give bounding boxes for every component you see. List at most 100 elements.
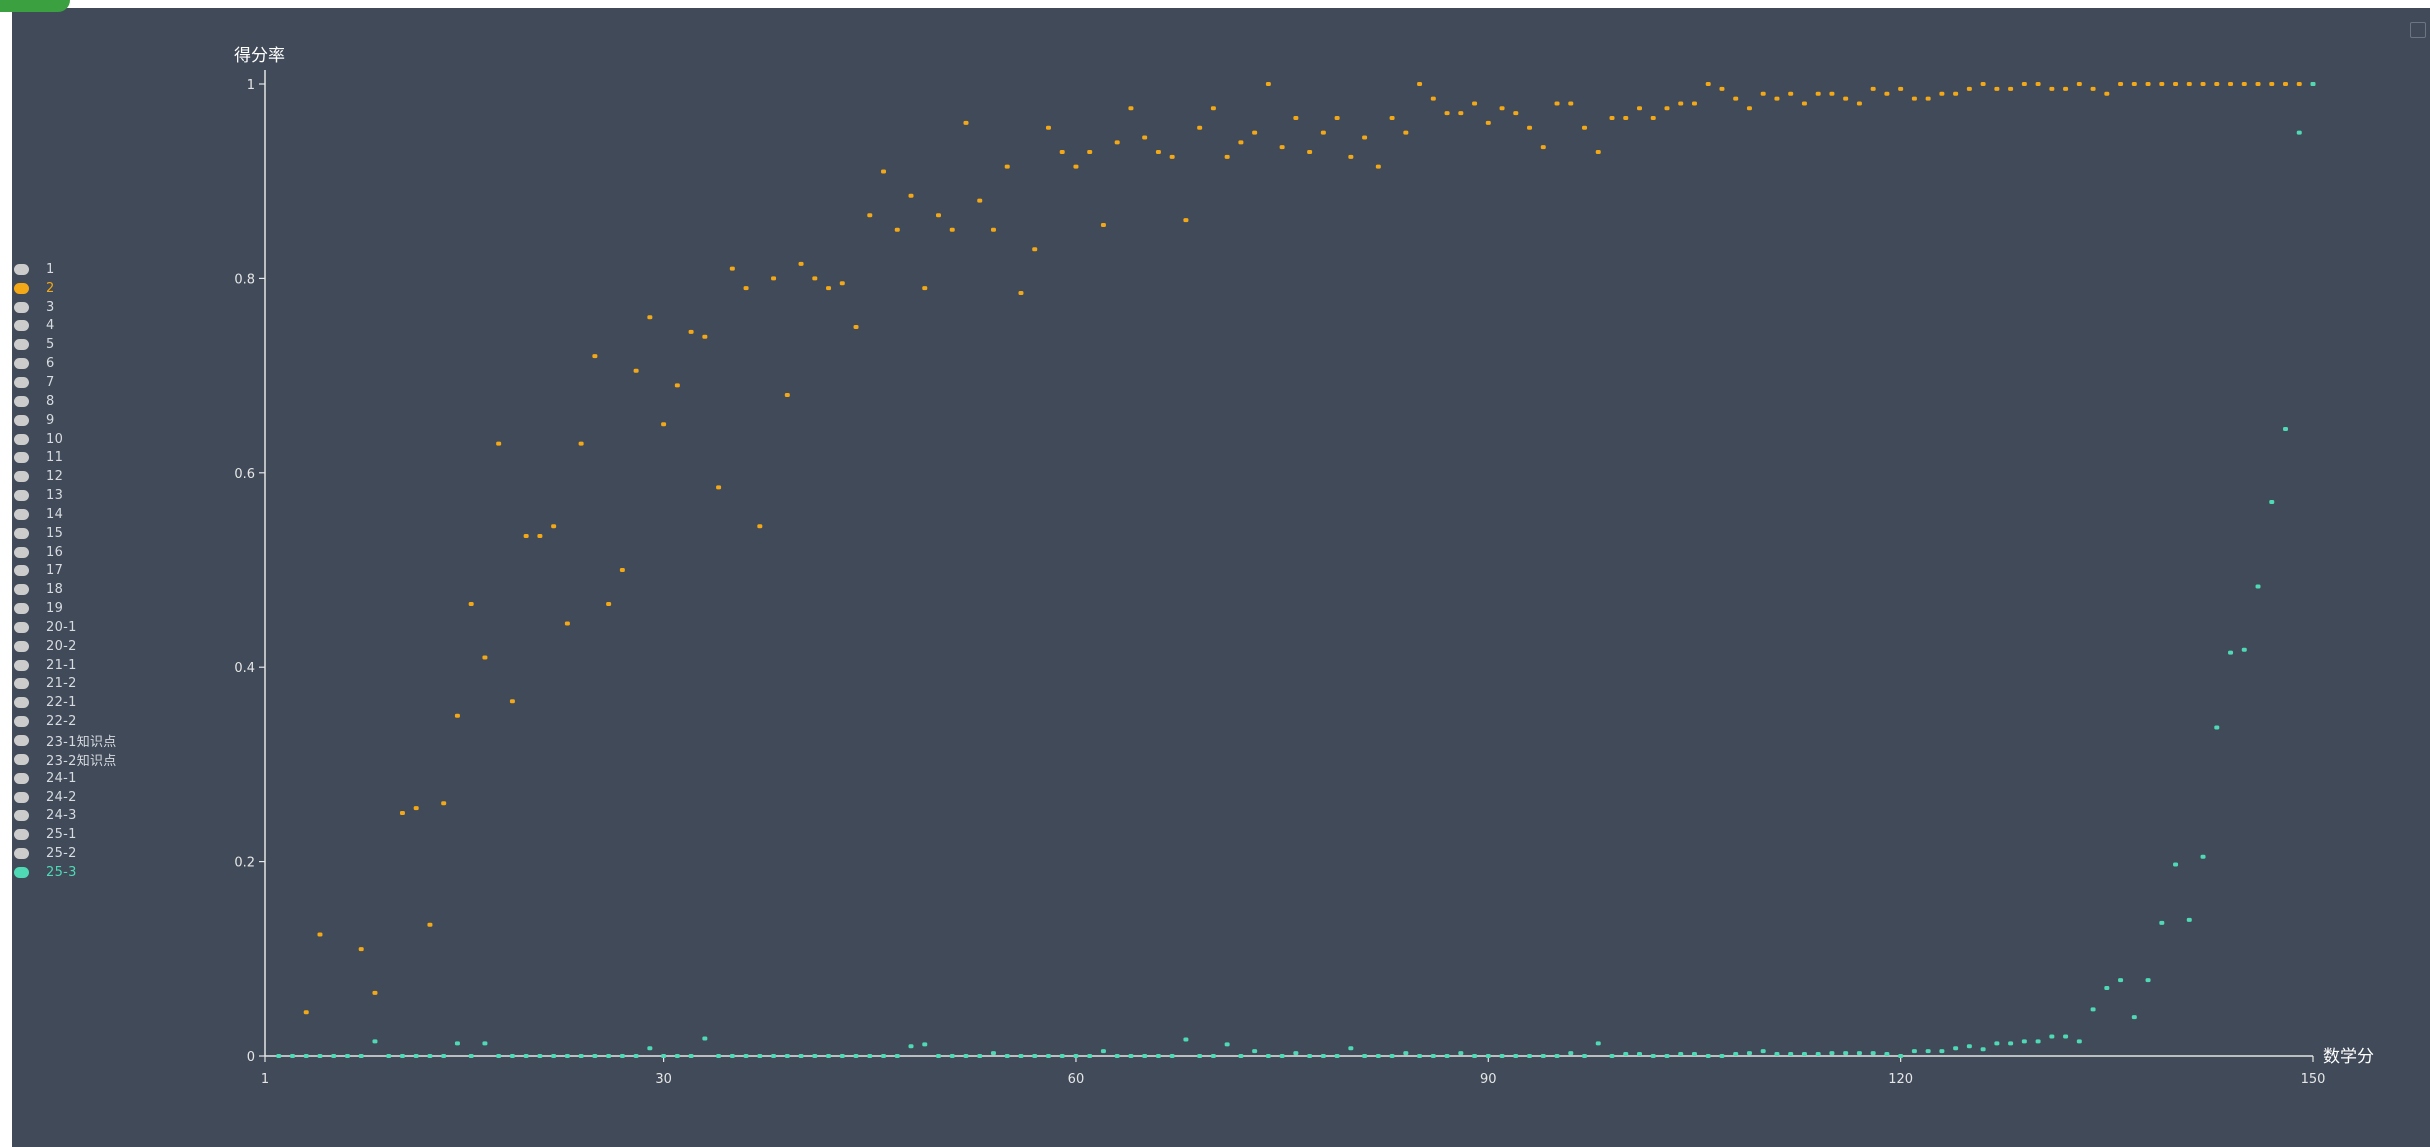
data-point[interactable] — [633, 368, 639, 373]
legend-item[interactable]: 25-3 — [14, 863, 174, 882]
data-point[interactable] — [1733, 96, 1739, 101]
data-point[interactable] — [2296, 82, 2302, 86]
data-point[interactable] — [743, 286, 749, 291]
data-point[interactable] — [1595, 150, 1601, 155]
data-point[interactable] — [1843, 1051, 1849, 1056]
data-point[interactable] — [1733, 1052, 1739, 1057]
data-point[interactable] — [2173, 862, 2179, 867]
legend-item[interactable]: 16 — [14, 543, 174, 562]
data-point[interactable] — [1293, 1051, 1299, 1056]
data-point[interactable] — [468, 602, 474, 607]
data-point[interactable] — [606, 1054, 612, 1058]
data-point[interactable] — [688, 329, 694, 334]
data-point[interactable] — [1815, 91, 1821, 96]
data-point[interactable] — [1389, 116, 1395, 121]
data-point[interactable] — [482, 1041, 488, 1046]
data-point[interactable] — [1856, 101, 1862, 106]
data-point[interactable] — [757, 1054, 763, 1058]
data-point[interactable] — [2214, 725, 2220, 730]
data-point[interactable] — [1320, 130, 1326, 135]
data-point[interactable] — [1499, 1054, 1505, 1058]
data-point[interactable] — [1087, 1054, 1093, 1058]
data-point[interactable] — [1582, 125, 1588, 130]
data-point[interactable] — [1348, 1046, 1354, 1051]
data-point[interactable] — [812, 276, 818, 281]
data-point[interactable] — [2090, 86, 2096, 91]
data-point[interactable] — [1430, 96, 1436, 101]
data-point[interactable] — [1898, 1054, 1904, 1058]
data-point[interactable] — [289, 1054, 295, 1058]
data-point[interactable] — [743, 1054, 749, 1058]
data-point[interactable] — [1966, 1044, 1972, 1049]
data-point[interactable] — [1760, 1049, 1766, 1054]
data-point[interactable] — [1389, 1054, 1395, 1058]
data-point[interactable] — [1884, 91, 1890, 96]
data-point[interactable] — [1004, 164, 1010, 169]
data-point[interactable] — [2159, 82, 2165, 86]
data-point[interactable] — [1719, 86, 1725, 91]
data-point[interactable] — [2283, 427, 2289, 432]
data-point[interactable] — [1197, 1054, 1203, 1058]
data-point[interactable] — [1142, 135, 1148, 140]
data-point[interactable] — [427, 1054, 433, 1058]
legend-item[interactable]: 12 — [14, 467, 174, 486]
data-point[interactable] — [2269, 82, 2275, 86]
data-point[interactable] — [1210, 106, 1216, 111]
data-point[interactable] — [592, 354, 598, 359]
data-point[interactable] — [1568, 101, 1574, 106]
data-point[interactable] — [1939, 1049, 1945, 1054]
data-point[interactable] — [551, 524, 557, 529]
data-point[interactable] — [647, 1046, 653, 1051]
data-point[interactable] — [386, 1054, 392, 1058]
data-point[interactable] — [894, 227, 900, 232]
data-point[interactable] — [702, 1036, 708, 1041]
data-point[interactable] — [963, 1054, 969, 1058]
data-point[interactable] — [1045, 1054, 1051, 1058]
data-point[interactable] — [2090, 1007, 2096, 1012]
data-point[interactable] — [2035, 82, 2041, 86]
data-point[interactable] — [2104, 91, 2110, 96]
data-point[interactable] — [303, 1010, 309, 1015]
data-point[interactable] — [1375, 164, 1381, 169]
data-point[interactable] — [1925, 96, 1931, 101]
data-point[interactable] — [1691, 101, 1697, 106]
data-point[interactable] — [303, 1054, 309, 1058]
data-point[interactable] — [1788, 91, 1794, 96]
data-point[interactable] — [1472, 101, 1478, 106]
data-point[interactable] — [1375, 1054, 1381, 1058]
data-point[interactable] — [1966, 86, 1972, 91]
data-point[interactable] — [1197, 125, 1203, 130]
data-point[interactable] — [1719, 1054, 1725, 1058]
data-point[interactable] — [1100, 1049, 1106, 1054]
data-point[interactable] — [1609, 1054, 1615, 1058]
data-point[interactable] — [1114, 140, 1120, 145]
data-point[interactable] — [358, 947, 364, 952]
legend-item[interactable]: 4 — [14, 317, 174, 336]
data-point[interactable] — [839, 1054, 845, 1058]
data-point[interactable] — [922, 286, 928, 291]
legend-item[interactable]: 23-2知识点 — [14, 750, 174, 769]
data-point[interactable] — [784, 393, 790, 398]
data-point[interactable] — [1994, 1041, 2000, 1046]
data-point[interactable] — [537, 533, 543, 538]
data-point[interactable] — [908, 1044, 914, 1049]
data-point[interactable] — [812, 1054, 818, 1058]
legend-item[interactable]: 14 — [14, 505, 174, 524]
data-point[interactable] — [1403, 1051, 1409, 1056]
data-point[interactable] — [867, 213, 873, 218]
data-point[interactable] — [1678, 101, 1684, 106]
data-point[interactable] — [1238, 140, 1244, 145]
data-point[interactable] — [1527, 125, 1533, 130]
data-point[interactable] — [1279, 145, 1285, 150]
data-point[interactable] — [1856, 1051, 1862, 1056]
data-point[interactable] — [496, 1054, 502, 1058]
data-point[interactable] — [1774, 96, 1780, 101]
data-point[interactable] — [509, 1054, 515, 1058]
data-point[interactable] — [496, 441, 502, 446]
data-point[interactable] — [2035, 1039, 2041, 1044]
data-point[interactable] — [963, 120, 969, 125]
data-point[interactable] — [894, 1054, 900, 1058]
data-point[interactable] — [1183, 1037, 1189, 1042]
data-point[interactable] — [2186, 917, 2192, 922]
data-point[interactable] — [1444, 1054, 1450, 1058]
